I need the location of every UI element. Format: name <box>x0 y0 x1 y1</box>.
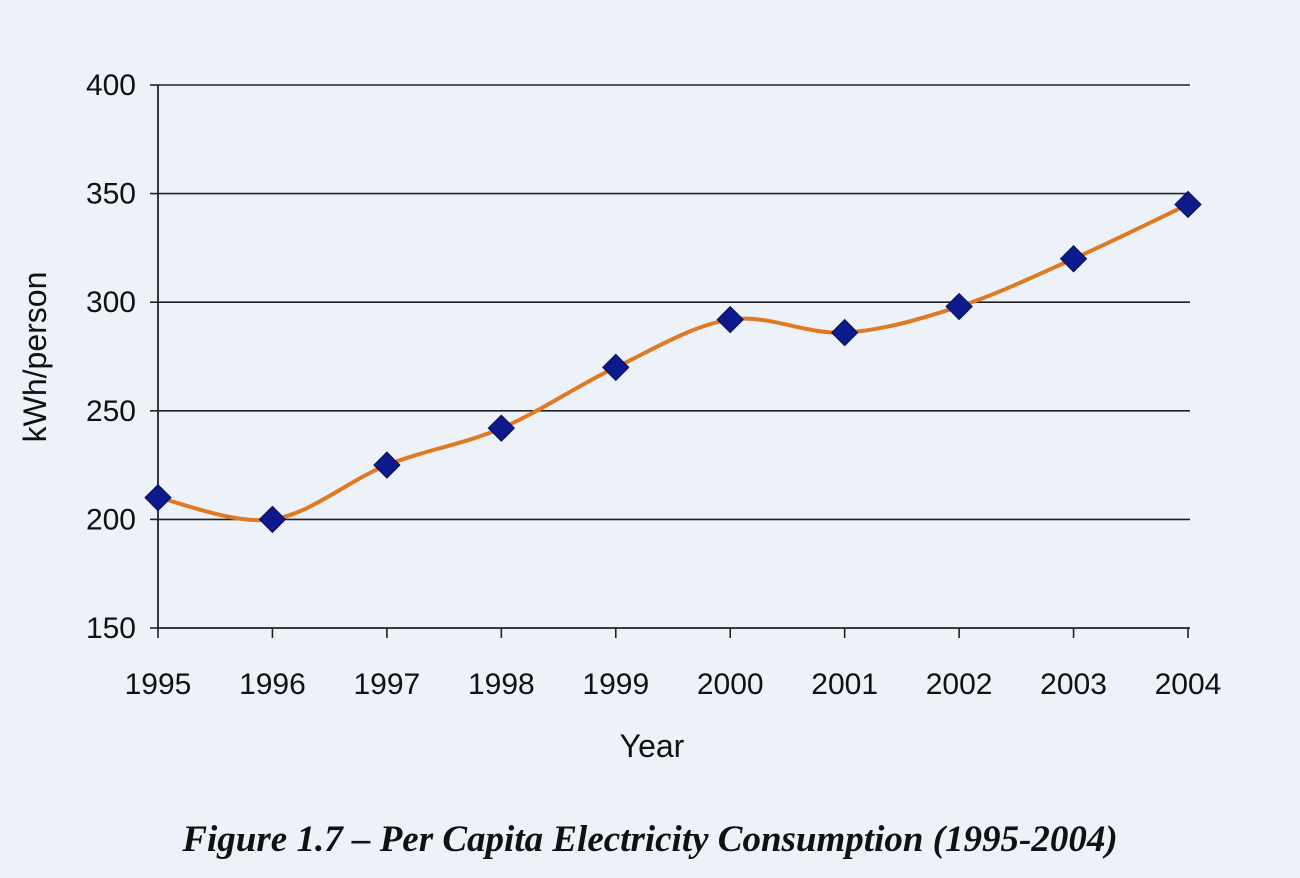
x-axis-label: Year <box>620 728 685 764</box>
series-path <box>156 202 1190 523</box>
x-tick-label-1999: 1999 <box>582 668 649 701</box>
x-tick-label-2003: 2003 <box>1040 668 1107 701</box>
y-tick-label-400: 400 <box>86 69 136 102</box>
y-axis-label: kWh/person <box>17 272 53 443</box>
y-tick-label-300: 300 <box>86 286 136 319</box>
y-tick-label-350: 350 <box>86 178 136 211</box>
data-point-2000 <box>716 305 744 334</box>
x-tick-label-2000: 2000 <box>697 668 764 701</box>
data-point-1997 <box>373 451 401 479</box>
data-point-1996 <box>258 505 287 534</box>
data-point-2004 <box>1174 190 1202 219</box>
x-tick-labels: 1995 1996 1997 1998 1999 2000 2001 2002 2003 2004 <box>125 668 1222 701</box>
x-tick-label-1995: 1995 <box>125 668 192 701</box>
series-markers <box>144 190 1202 534</box>
data-point-2003 <box>1059 245 1088 273</box>
y-tick-label-150: 150 <box>86 612 136 645</box>
gridlines <box>158 84 1190 521</box>
data-point-1998 <box>487 414 516 442</box>
x-tick-label-2004: 2004 <box>1155 668 1222 701</box>
y-tick-label-200: 200 <box>86 503 136 536</box>
data-point-1995 <box>144 483 172 512</box>
data-point-1999 <box>602 353 630 382</box>
x-tick-label-1998: 1998 <box>468 668 535 701</box>
x-tick-label-1997: 1997 <box>354 668 421 701</box>
y-tick-label-250: 250 <box>86 395 136 428</box>
data-point-2002 <box>945 292 973 321</box>
x-tick-label-2001: 2001 <box>811 668 878 701</box>
axes <box>150 84 1190 638</box>
y-tick-labels: 150 200 250 300 350 400 <box>86 69 136 645</box>
data-point-2001 <box>830 318 859 347</box>
x-tick-label-1996: 1996 <box>239 668 306 701</box>
figure-caption: Figure 1.7 – Per Capita Electricity Cons… <box>182 819 1118 860</box>
series-line <box>156 202 1190 523</box>
x-tick-label-2002: 2002 <box>926 668 993 701</box>
